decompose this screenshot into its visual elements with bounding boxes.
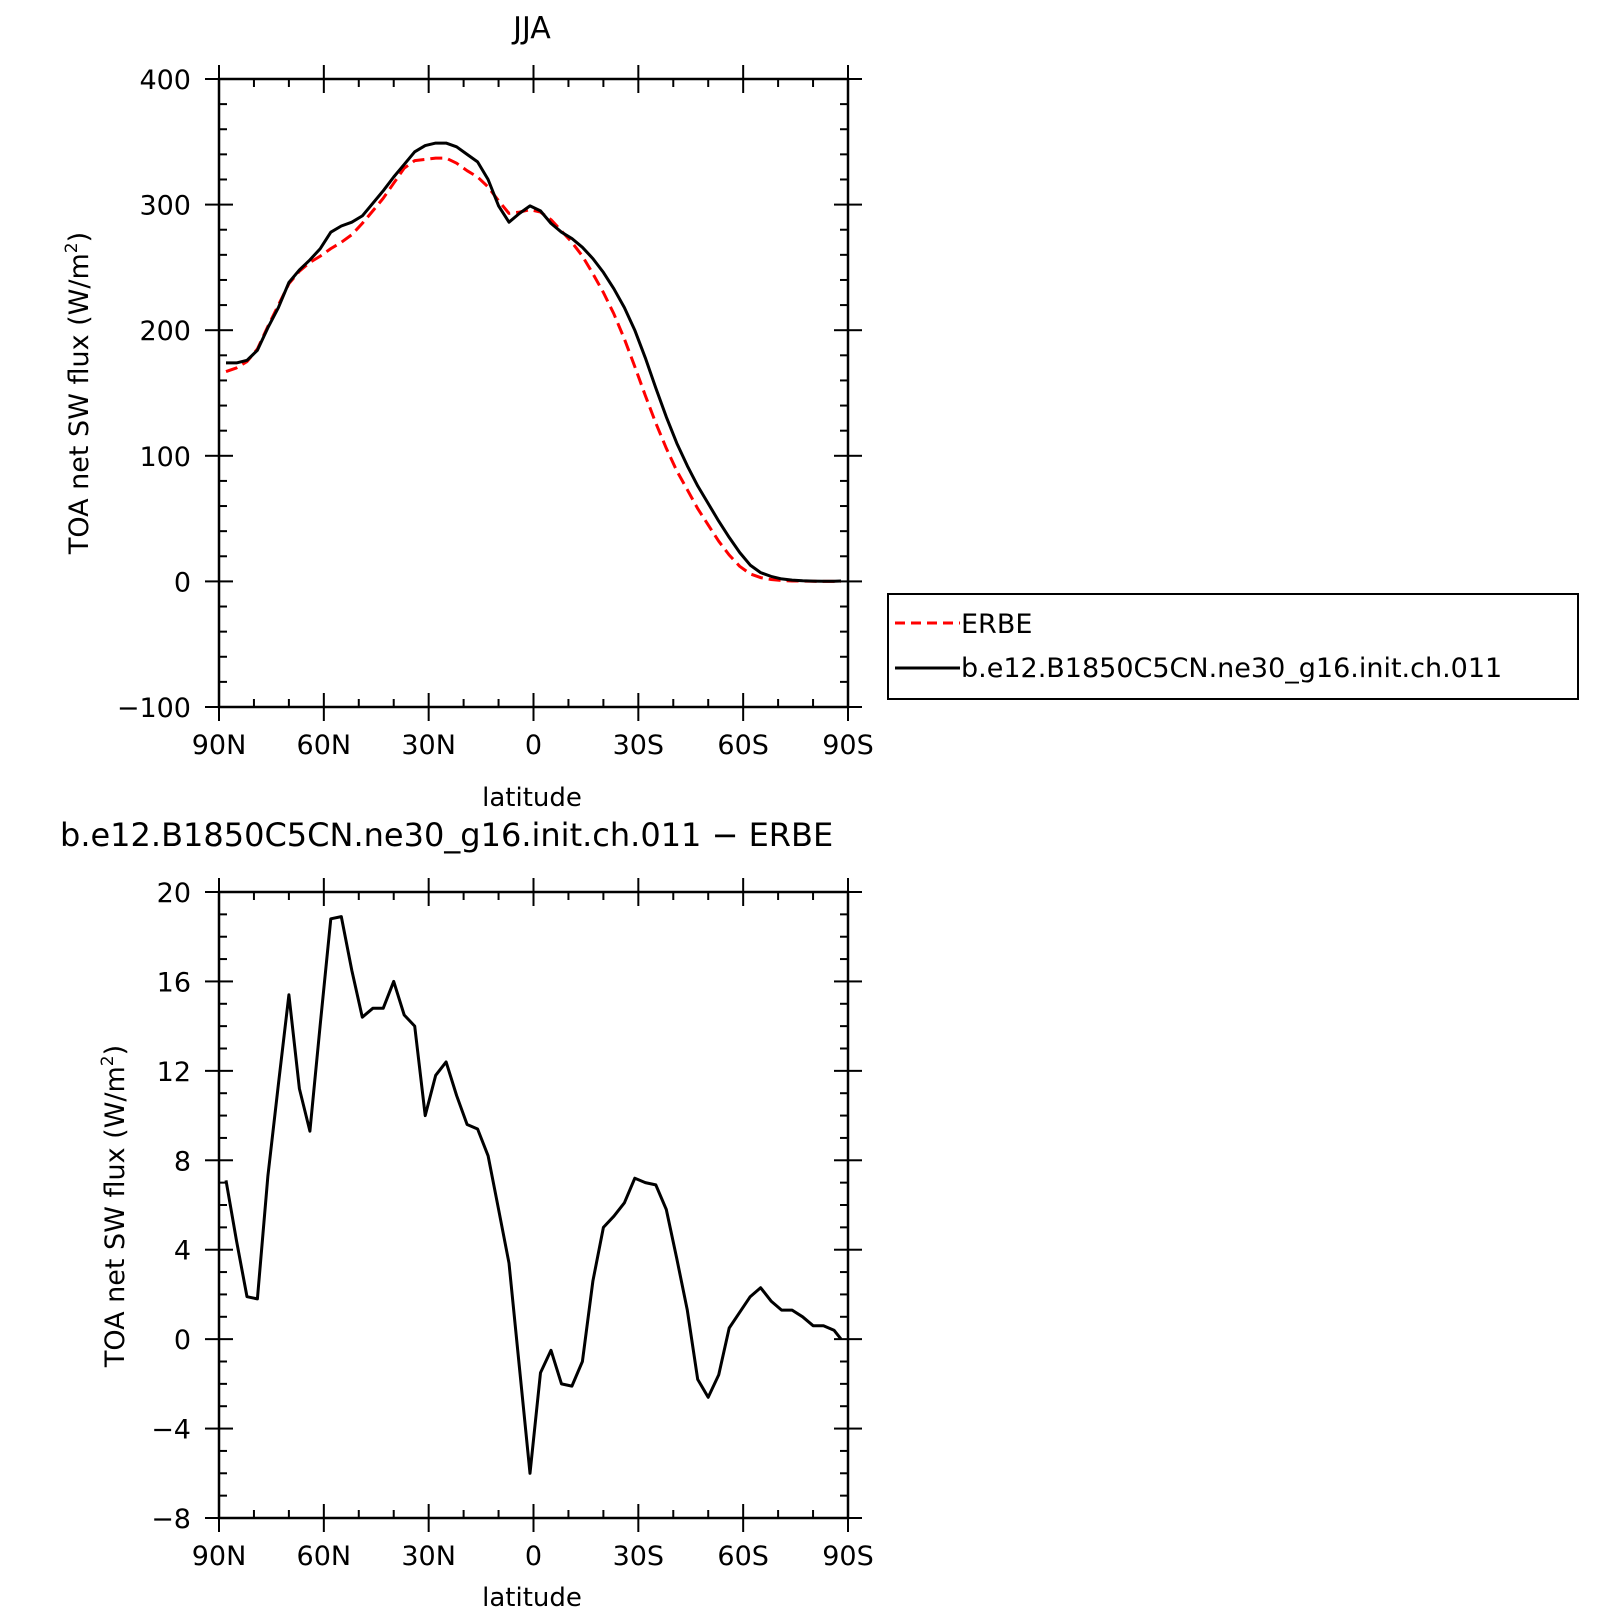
- top-chart-y-axis-label-close: ): [64, 232, 95, 243]
- x-tick-label: 60S: [717, 730, 769, 761]
- y-tick-label: 16: [157, 967, 191, 998]
- x-tick-label: 90S: [822, 730, 874, 761]
- y-tick-label: 0: [174, 567, 191, 598]
- y-tick-label: 0: [174, 1325, 191, 1356]
- top-chart-legend: ERBE b.e12.B1850C5CN.ne30_g16.init.ch.01…: [887, 593, 1579, 700]
- x-tick-label: 60S: [717, 1541, 769, 1572]
- series-line-erbe: [225, 156, 841, 583]
- bottom-chart-x-tick-labels: 90N 60N 30N 0 30S 60S 90S: [192, 1541, 874, 1572]
- bottom-chart-title: b.e12.B1850C5CN.ne30_g16.init.ch.011 − E…: [60, 816, 833, 854]
- y-tick-label: 300: [139, 191, 191, 222]
- y-tick-label: 4: [174, 1236, 191, 1267]
- bottom-chart-x-axis-label: latitude: [482, 1583, 582, 1613]
- y-tick-label: 200: [139, 316, 191, 347]
- top-chart-y-axis-label: TOA net SW flux (W/m2): [62, 232, 95, 555]
- bottom-chart: b.e12.B1850C5CN.ne30_g16.init.ch.011 − E…: [60, 816, 874, 1613]
- x-tick-label: 60N: [297, 730, 352, 761]
- bottom-chart-series: [224, 915, 843, 1475]
- top-chart-frame: [217, 77, 850, 709]
- x-tick-label: 0: [525, 730, 542, 761]
- x-tick-label: 30S: [613, 730, 665, 761]
- legend-frame: [887, 593, 1579, 700]
- x-tick-label: 30S: [613, 1541, 665, 1572]
- x-tick-label: 90N: [192, 1541, 247, 1572]
- top-chart-series: [225, 141, 842, 583]
- top-chart-title: JJA: [511, 11, 551, 46]
- top-chart-x-axis-label: latitude: [482, 783, 582, 813]
- top-chart-ticks: [205, 65, 862, 721]
- y-tick-label: −4: [151, 1415, 191, 1446]
- x-tick-label: 30N: [401, 1541, 456, 1572]
- top-chart-y-tick-labels: 400 300 200 100 0 −100: [117, 65, 191, 724]
- bottom-chart-ticks: [205, 878, 862, 1532]
- top-chart-x-tick-labels: 90N 60N 30N 0 30S 60S 90S: [192, 730, 874, 761]
- x-tick-label: 30N: [401, 730, 456, 761]
- bottom-chart-y-tick-labels: 20 16 12 8 4 0 −4 −8: [151, 878, 191, 1535]
- bottom-chart-y-axis-label: TOA net SW flux (W/m2): [98, 1045, 131, 1368]
- y-tick-label: −100: [117, 693, 191, 724]
- top-chart-y-axis-label-main: TOA net SW flux (W/m: [64, 253, 95, 555]
- x-tick-label: 0: [525, 1541, 542, 1572]
- y-tick-label: −8: [151, 1504, 191, 1535]
- series-line-model: [226, 141, 842, 583]
- bottom-chart-y-axis-label-close: ): [100, 1045, 131, 1056]
- y-tick-label: 12: [157, 1057, 191, 1088]
- top-chart-y-axis-label-sup: 2: [62, 242, 82, 253]
- x-tick-label: 90S: [822, 1541, 874, 1572]
- y-tick-label: 400: [139, 65, 191, 96]
- x-tick-label: 90N: [192, 730, 247, 761]
- bottom-chart-y-axis-label-main: TOA net SW flux (W/m: [100, 1066, 131, 1368]
- legend-model-label: b.e12.B1850C5CN.ne30_g16.init.ch.011: [961, 653, 1502, 684]
- y-tick-label: 20: [157, 878, 191, 909]
- bottom-chart-y-axis-label-sup: 2: [98, 1055, 118, 1066]
- x-tick-label: 60N: [297, 1541, 352, 1572]
- y-tick-label: 100: [139, 442, 191, 473]
- series-line-model: [224, 915, 843, 1475]
- bottom-chart-frame: [217, 890, 850, 1520]
- legend-erbe-label: ERBE: [961, 609, 1032, 640]
- y-tick-label: 8: [174, 1146, 191, 1177]
